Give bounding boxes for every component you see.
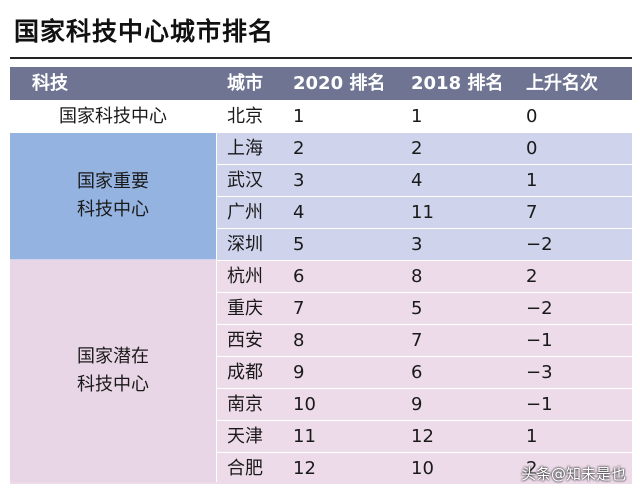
group-label-line2: 科技中心 (77, 199, 149, 220)
cell-rank-2020: 1 (293, 106, 305, 127)
cell-rank-2018: 7 (411, 330, 423, 351)
cell-rank-change: 2 (526, 458, 538, 479)
cell-rank-2018: 11 (411, 202, 434, 223)
cell-rank-2018: 1 (411, 106, 423, 127)
cell-city: 合肥 (227, 458, 263, 479)
cell-city: 广州 (227, 202, 263, 223)
header-city: 城市 (227, 73, 263, 94)
cell-rank-2020: 10 (293, 394, 316, 415)
cell-rank-change: −3 (526, 362, 553, 383)
title-divider (10, 57, 632, 59)
header-rank-2020: 2020 排名 (293, 73, 386, 94)
header-category: 科技 (32, 73, 68, 94)
cell-rank-2020: 11 (293, 426, 316, 447)
group-label: 国家科技中心 (59, 105, 167, 127)
group-cell-potential-center: 国家潜在 科技中心 (10, 260, 216, 482)
cell-rank-2018: 2 (411, 138, 423, 159)
cell-rank-2020: 2 (293, 138, 305, 159)
cell-city: 重庆 (227, 298, 263, 319)
cell-rank-change: −2 (526, 298, 553, 319)
cell-rank-2020: 12 (293, 458, 316, 479)
watermark: 头条@知未是也 (520, 465, 626, 483)
cell-rank-change: 2 (526, 266, 538, 287)
page-title: 国家科技中心城市排名 (14, 17, 275, 46)
cell-rank-2018: 5 (411, 298, 423, 319)
cell-rank-2020: 8 (293, 330, 305, 351)
cell-city: 武汉 (227, 170, 263, 191)
cell-city: 北京 (227, 106, 263, 127)
cell-city: 杭州 (227, 266, 263, 287)
cell-rank-2018: 3 (411, 234, 423, 255)
group-label-line1: 国家重要 (77, 171, 149, 192)
cell-city: 南京 (227, 394, 263, 415)
cell-rank-2020: 4 (293, 202, 305, 223)
header-rank-change: 上升名次 (526, 73, 598, 94)
group-label-line2: 科技中心 (77, 374, 149, 395)
group-cell-important-center: 国家重要 科技中心 (10, 133, 216, 259)
cell-rank-2018: 9 (411, 394, 423, 415)
cell-rank-2020: 3 (293, 170, 305, 191)
cell-city: 深圳 (227, 234, 263, 255)
cell-city: 成都 (227, 362, 263, 383)
cell-rank-2018: 8 (411, 266, 423, 287)
cell-rank-2018: 4 (411, 170, 423, 191)
cell-rank-change: 7 (526, 202, 538, 223)
header-rank-2018: 2018 排名 (411, 73, 504, 94)
cell-city: 天津 (227, 426, 263, 447)
cell-rank-2020: 6 (293, 266, 305, 287)
cell-rank-change: 0 (526, 138, 538, 159)
cell-rank-change: −1 (526, 394, 553, 415)
cell-rank-2020: 5 (293, 234, 305, 255)
cell-rank-2020: 7 (293, 298, 305, 319)
cell-rank-2018: 12 (411, 426, 434, 447)
ranking-table: 科技 城市 2020 排名 2018 排名 上升名次 北京 1 1 0 上海 2 2 0 武汉 3… (10, 67, 632, 484)
cell-rank-change: 1 (526, 170, 538, 191)
table-header: 科技 城市 2020 排名 2018 排名 上升名次 (10, 67, 632, 100)
cell-rank-change: −2 (526, 234, 553, 255)
cell-city: 上海 (227, 138, 263, 159)
cell-rank-change: 1 (526, 426, 538, 447)
cell-rank-change: 0 (526, 106, 538, 127)
group-cell-national-center: 国家科技中心 (10, 101, 216, 132)
cell-rank-change: −1 (526, 330, 553, 351)
column-divider (216, 101, 217, 482)
cell-city: 西安 (227, 330, 263, 351)
group-label-line1: 国家潜在 (77, 346, 149, 367)
cell-rank-2018: 10 (411, 458, 434, 479)
cell-rank-2020: 9 (293, 362, 305, 383)
cell-rank-2018: 6 (411, 362, 423, 383)
